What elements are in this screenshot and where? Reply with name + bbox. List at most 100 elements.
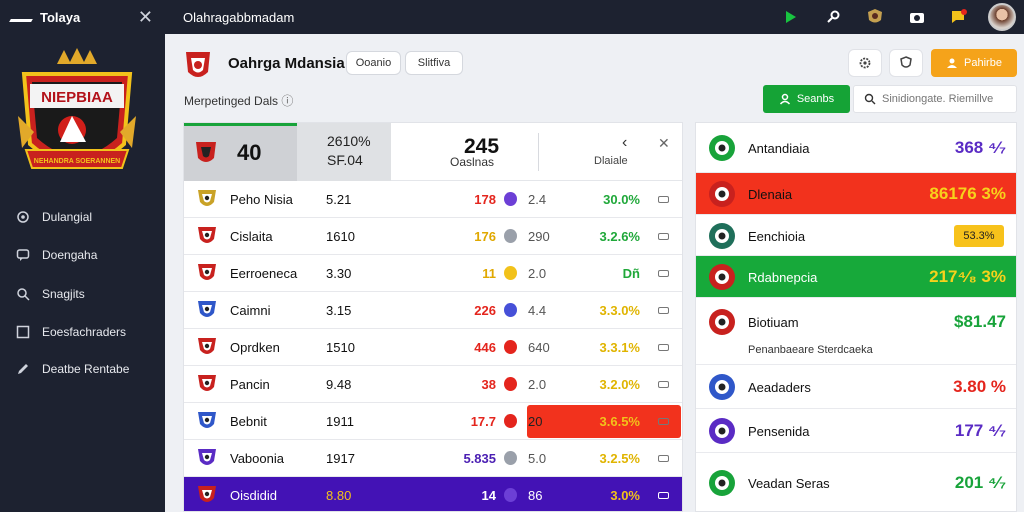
chat-icon[interactable] — [946, 4, 972, 30]
table-row[interactable]: Vaboonia 1917 5.835 ● 5.0 3.2.5% — [184, 440, 682, 477]
search-input[interactable] — [882, 93, 1012, 105]
user-avatar[interactable] — [988, 3, 1016, 31]
sidebar-item-label: Eoesfachraders — [42, 325, 127, 339]
camera-icon[interactable] — [904, 4, 930, 30]
ranking-row[interactable]: Dlenaia 86176 3% — [696, 173, 1016, 215]
toggle-icon[interactable] — [658, 307, 669, 314]
ranking-row[interactable]: Veadan Seras 201 ⁴⁄₇ — [696, 453, 1016, 511]
status-dot-icon: ● — [504, 229, 517, 243]
team-crest-icon — [196, 336, 218, 358]
team-name: Dlenaia — [748, 187, 793, 202]
team-points: 11 — [482, 266, 496, 281]
table-row[interactable]: Caimni 3.15 226 ● 4.4 3.3.0% — [184, 292, 682, 329]
toggle-icon[interactable] — [658, 270, 669, 277]
team-crest-icon — [708, 373, 736, 401]
table-row[interactable]: Eerroeneca 3.30 11 ● 2.0 Dñ — [184, 255, 682, 292]
team-stat: 3.15 — [326, 303, 352, 318]
topbar-title: Olahragabbmadam — [183, 9, 295, 25]
status-dot-icon: ● — [504, 414, 517, 428]
team-percent: 3.3.1% — [599, 340, 640, 355]
search-field[interactable] — [853, 85, 1017, 113]
table-row[interactable]: Oprdken 1510 446 ● 640 3.3.1% — [184, 329, 682, 366]
toggle-icon[interactable] — [658, 418, 669, 425]
toggle-icon[interactable] — [658, 344, 669, 351]
ranking-row[interactable]: Eenchioia 53.3% — [696, 215, 1016, 256]
team-ratio: 640 — [528, 340, 550, 355]
settings-button[interactable] — [848, 49, 882, 77]
team-stat: 1510 — [326, 340, 355, 355]
status-dot-icon: ● — [504, 340, 517, 354]
team-stat: 1911 — [326, 414, 354, 429]
status-dot-icon: ● — [504, 377, 517, 391]
team-percent: Dñ — [622, 266, 640, 281]
table-row[interactable]: Oisdidid 8.80 14 ● 86 3.0% — [184, 477, 682, 511]
team-crest-icon — [196, 410, 218, 432]
team-stat: 1917 — [326, 451, 355, 466]
sidebar-item-snagjits[interactable]: Snagjits — [16, 287, 85, 301]
team-crest-icon — [196, 447, 218, 469]
team-crest-icon — [708, 308, 736, 336]
search-icon — [864, 93, 876, 105]
summary-mid-line2: SF.04 — [327, 152, 363, 168]
summary-mid-cell: 2610% SF.04 — [297, 123, 391, 181]
filter-chip[interactable]: Slitfiva — [405, 51, 463, 75]
status-dot-icon: ● — [504, 488, 517, 502]
toggle-icon[interactable] — [658, 492, 669, 499]
sidebar-item-deatbe-rentabe[interactable]: Deatbe Rentabe — [16, 362, 129, 376]
brand-logo-icon — [9, 12, 37, 22]
team-name: Pancin — [230, 377, 270, 392]
close-icon[interactable]: ✕ — [137, 6, 153, 27]
pin-icon[interactable] — [820, 4, 846, 30]
shield-button[interactable] — [889, 49, 923, 77]
ranking-row[interactable]: Antandiaia 368 ⁴⁄₇ — [696, 123, 1016, 173]
primary-button[interactable]: Pahirbe — [931, 49, 1017, 77]
toggle-icon[interactable] — [658, 233, 669, 240]
table-row[interactable]: Peho Nisia 5.21 178 ● 2.4 30.0% — [184, 181, 682, 218]
table-row[interactable]: Bebnit 1911 17.7 ● 20 3.6.5% — [184, 403, 682, 440]
team-percent: 3.2.5% — [599, 451, 640, 466]
ranking-row[interactable]: Aeadaders 3.80 % — [696, 365, 1016, 409]
team-value: 201 ⁴⁄₇ — [954, 473, 1006, 492]
filter-chip[interactable]: Ooanio — [346, 51, 401, 75]
team-name: Eerroeneca — [230, 266, 298, 281]
alert-icon[interactable] — [862, 4, 888, 30]
team-crest-icon — [196, 262, 218, 284]
row-highlight — [527, 405, 681, 438]
search-button-label: Seanbs — [796, 93, 835, 105]
team-subtitle: Penanbaeare Sterdcaeka — [748, 344, 873, 356]
team-crest-icon — [196, 188, 218, 210]
team-stat: 3.30 — [326, 266, 352, 281]
sidebar-item-label: Doengaha — [42, 248, 98, 262]
sidebar-item-eoesfachraders[interactable]: Eoesfachraders — [16, 325, 126, 339]
team-ratio: 2.4 — [528, 192, 547, 207]
info-icon[interactable]: ⓘ — [281, 94, 294, 108]
table-row[interactable]: Pancin 9.48 38 ● 2.0 3.2.0% — [184, 366, 682, 403]
divider — [538, 133, 539, 171]
primary-button-label: Pahirbe — [964, 57, 1002, 69]
close-icon[interactable]: ✕ — [658, 135, 670, 151]
team-crest-icon — [708, 134, 736, 162]
team-crest-icon — [708, 180, 736, 208]
team-crest-icon — [708, 222, 736, 250]
team-crest-icon — [196, 484, 218, 506]
team-crest-icon — [708, 417, 736, 445]
play-icon[interactable] — [778, 4, 804, 30]
ranking-row[interactable]: Biotiuam $81.47 Penanbaeare Sterdcaeka — [696, 298, 1016, 365]
sidebar: Tolaya ✕ NIEPBIAA NEHANDRA SOERANNEN Dul… — [0, 0, 165, 512]
ranking-row[interactable]: Rdabnepcia 217⁴⁄₈ 3% — [696, 256, 1016, 298]
toggle-icon[interactable] — [658, 196, 669, 203]
value-badge: 53.3% — [954, 225, 1004, 247]
toggle-icon[interactable] — [658, 381, 669, 388]
search-button[interactable]: Seanbs — [763, 85, 850, 113]
toggle-icon[interactable] — [658, 455, 669, 462]
chevron-left-icon[interactable]: ‹ — [622, 134, 628, 151]
table-row[interactable]: Cislaita 1610 176 ● 290 3.2.6% — [184, 218, 682, 255]
team-percent: 30.0% — [603, 192, 640, 207]
sidebar-item-doengaha[interactable]: Doengaha — [16, 248, 97, 262]
team-value: 217⁴⁄₈ 3% — [929, 267, 1006, 286]
team-crest-icon — [708, 469, 736, 497]
sidebar-item-dulangial[interactable]: Dulangial — [16, 210, 92, 224]
team-points: 176 — [474, 229, 496, 244]
team-ratio: 2.0 — [528, 266, 547, 281]
ranking-row[interactable]: Pensenida 177 ⁴⁄₇ — [696, 409, 1016, 453]
